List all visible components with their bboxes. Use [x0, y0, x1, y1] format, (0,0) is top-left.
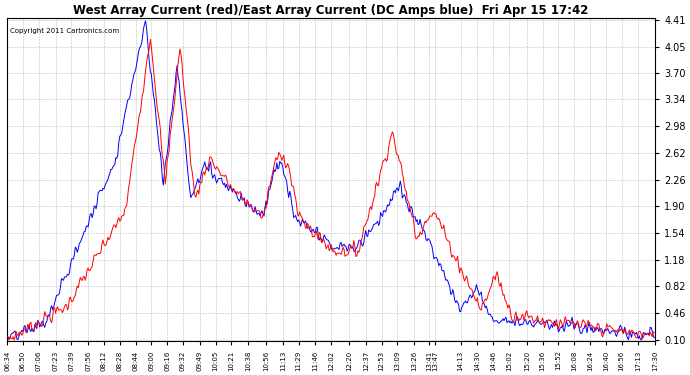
Text: Copyright 2011 Cartronics.com: Copyright 2011 Cartronics.com — [10, 28, 119, 34]
Title: West Array Current (red)/East Array Current (DC Amps blue)  Fri Apr 15 17:42: West Array Current (red)/East Array Curr… — [74, 4, 589, 17]
